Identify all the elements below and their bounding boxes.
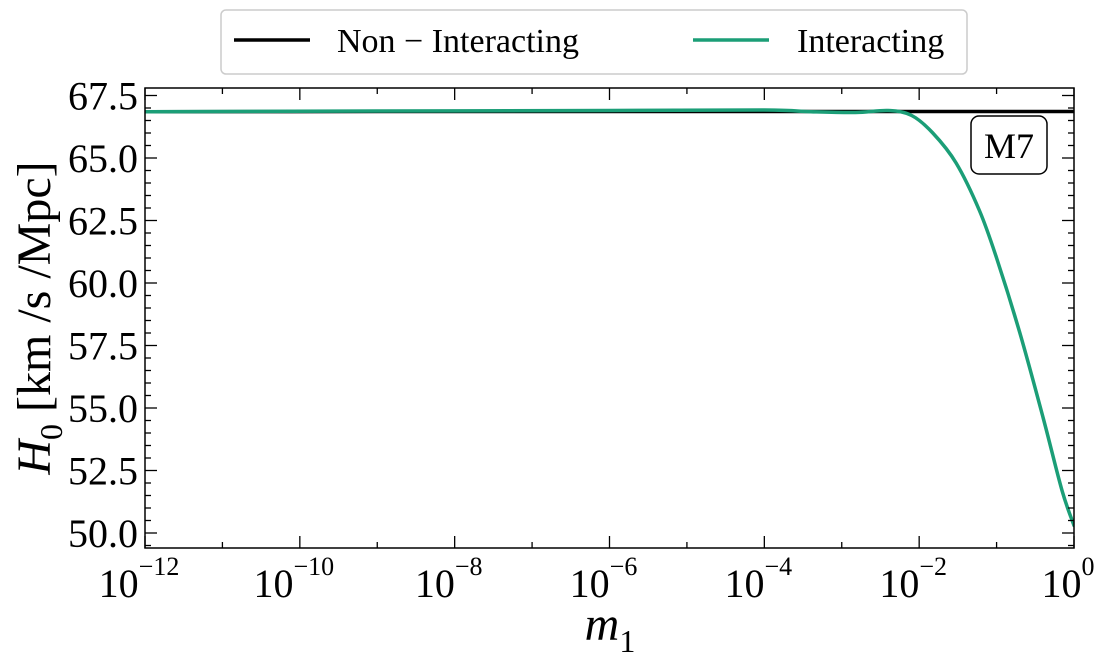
y-tick-label: 62.5	[68, 199, 138, 244]
plot-area	[144, 87, 1075, 549]
model-annotation: M7	[970, 115, 1048, 175]
x-tick-label: 10−8	[415, 552, 483, 606]
annotation-box	[970, 115, 1048, 175]
legend-label-non-interacting: Non − Interacting	[337, 23, 579, 60]
y-tick-label: 52.5	[68, 449, 138, 494]
series-line-interacting	[145, 108, 1074, 528]
annotation-label: M7	[984, 126, 1034, 166]
x-tick-label: 100	[1042, 552, 1095, 606]
y-tick-label: 50.0	[68, 511, 138, 556]
y-tick-label: 55.0	[68, 386, 138, 431]
legend-box	[220, 9, 968, 75]
x-tick-label: 10−4	[724, 552, 792, 606]
y-tick-label: 57.5	[68, 324, 138, 369]
y-tick-label: 67.5	[68, 74, 138, 119]
x-tick-label: 10−12	[99, 552, 180, 606]
legend: Non − Interacting Interacting	[220, 9, 968, 75]
x-tick-label: 10−6	[570, 552, 638, 606]
y-tick-label: 65.0	[68, 136, 138, 181]
legend-label-interacting: Interacting	[797, 23, 944, 60]
y-axis-label: H0 [km /s /Mpc]	[8, 161, 69, 475]
y-tick-label: 60.0	[68, 261, 138, 306]
x-tick-label: 10−10	[253, 552, 334, 606]
plot-frame	[144, 87, 1075, 549]
x-tick-label: 10−2	[879, 552, 947, 606]
x-axis-label: m1	[585, 598, 636, 659]
